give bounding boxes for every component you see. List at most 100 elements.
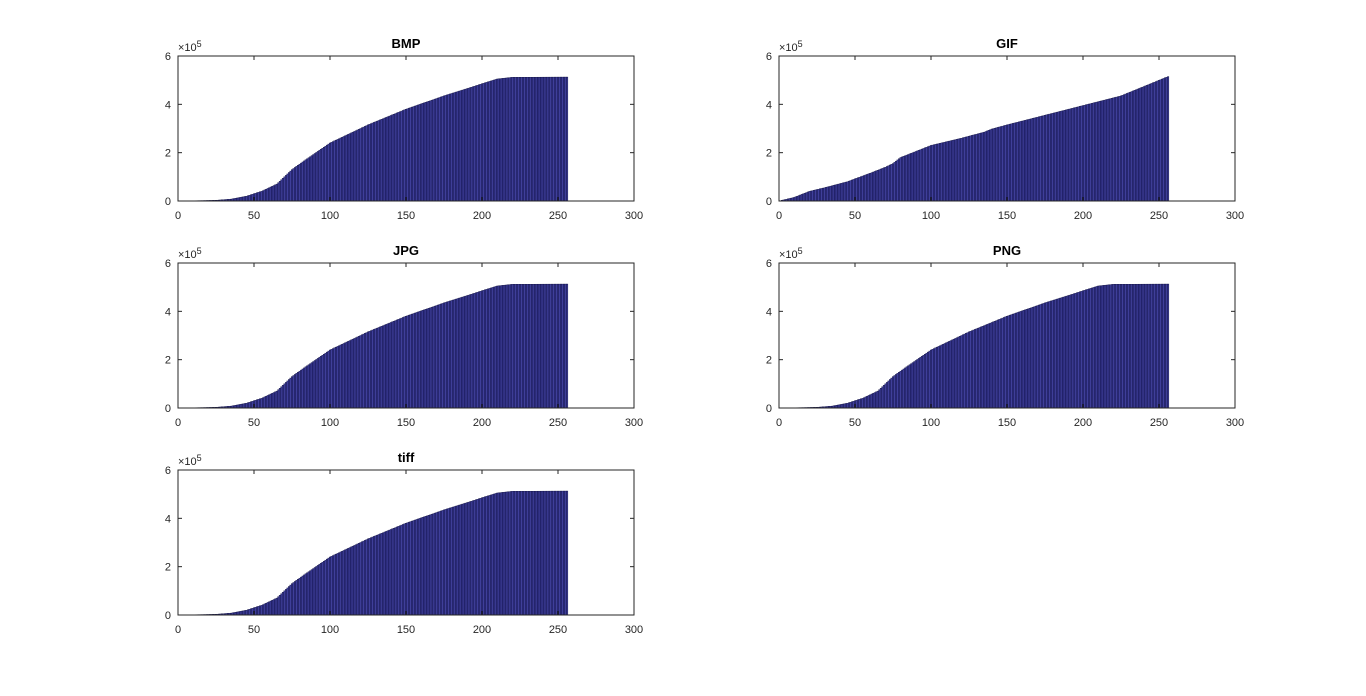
bar <box>320 356 322 408</box>
bar <box>393 321 395 408</box>
bar <box>270 187 272 201</box>
bar <box>914 362 916 408</box>
bar <box>268 395 270 408</box>
bar <box>930 350 932 408</box>
bar <box>1113 284 1115 408</box>
bar <box>945 343 947 408</box>
bar <box>1028 309 1030 408</box>
bar <box>798 196 800 201</box>
bar <box>1131 284 1133 408</box>
bar <box>282 178 284 201</box>
bar <box>904 156 906 201</box>
bar <box>948 141 950 201</box>
bar <box>460 298 462 408</box>
bar <box>402 524 404 615</box>
bar <box>244 610 246 615</box>
bar <box>541 284 543 408</box>
bar <box>504 78 506 201</box>
bar <box>844 404 846 408</box>
bar <box>401 318 403 408</box>
bar <box>299 578 301 615</box>
bar <box>252 194 254 201</box>
bar <box>796 196 798 201</box>
bar <box>483 83 485 201</box>
bar <box>343 550 345 615</box>
bar <box>1044 303 1046 408</box>
bar <box>344 136 346 201</box>
bar <box>410 522 412 615</box>
bar <box>440 97 442 201</box>
bar <box>848 181 850 201</box>
bar <box>436 513 438 615</box>
bar <box>1143 284 1145 408</box>
bar <box>457 506 459 615</box>
bar <box>548 77 550 201</box>
bar <box>836 184 838 201</box>
bar <box>1023 310 1025 408</box>
bar <box>425 102 427 201</box>
bar <box>1163 284 1165 408</box>
bar <box>384 532 386 615</box>
bar <box>411 314 413 408</box>
bar <box>910 364 912 408</box>
bar <box>351 547 353 615</box>
bar <box>988 130 990 201</box>
x-tick-label: 50 <box>248 210 260 222</box>
bar <box>874 393 876 408</box>
y-tick-label: 6 <box>165 51 171 63</box>
bar <box>436 306 438 408</box>
bar <box>325 146 327 201</box>
bar <box>547 77 549 201</box>
bar <box>945 142 947 201</box>
bar <box>250 402 252 408</box>
bar <box>551 491 553 615</box>
bar <box>999 127 1001 201</box>
bar <box>1050 114 1052 201</box>
bar <box>323 147 325 201</box>
bar <box>859 177 861 201</box>
bar <box>530 284 532 408</box>
bar <box>1032 118 1034 201</box>
bar <box>451 93 453 201</box>
bar <box>1088 289 1090 408</box>
bar <box>422 517 424 615</box>
bar <box>952 340 954 408</box>
bar <box>335 347 337 408</box>
bar <box>1021 311 1023 408</box>
bar <box>278 183 280 201</box>
bar <box>407 523 409 615</box>
bar <box>282 592 284 615</box>
bar <box>472 87 474 201</box>
bar <box>240 404 242 408</box>
x-tick-label: 200 <box>473 417 491 429</box>
bar <box>1126 284 1128 408</box>
bar <box>238 198 240 201</box>
bar <box>373 536 375 615</box>
bar <box>246 610 248 615</box>
bar <box>288 586 290 615</box>
bar <box>279 388 281 408</box>
bar <box>988 324 990 408</box>
bar <box>976 134 978 201</box>
bar <box>872 393 874 408</box>
bar <box>1056 299 1058 408</box>
bar <box>474 500 476 615</box>
bar <box>392 529 394 615</box>
bar <box>308 572 310 615</box>
bar <box>562 284 564 408</box>
bar <box>1132 91 1134 201</box>
bar <box>522 77 524 201</box>
chart-title: PNG <box>993 243 1021 258</box>
bar <box>480 498 482 615</box>
x-tick-label: 300 <box>625 417 643 429</box>
bar <box>440 511 442 615</box>
bar <box>844 182 846 201</box>
bar <box>1166 284 1168 408</box>
bar <box>897 160 899 201</box>
bar <box>270 601 272 615</box>
bar <box>1018 312 1020 408</box>
bar <box>276 184 278 201</box>
bar <box>425 516 427 615</box>
bar <box>877 391 879 408</box>
bar <box>821 188 823 201</box>
